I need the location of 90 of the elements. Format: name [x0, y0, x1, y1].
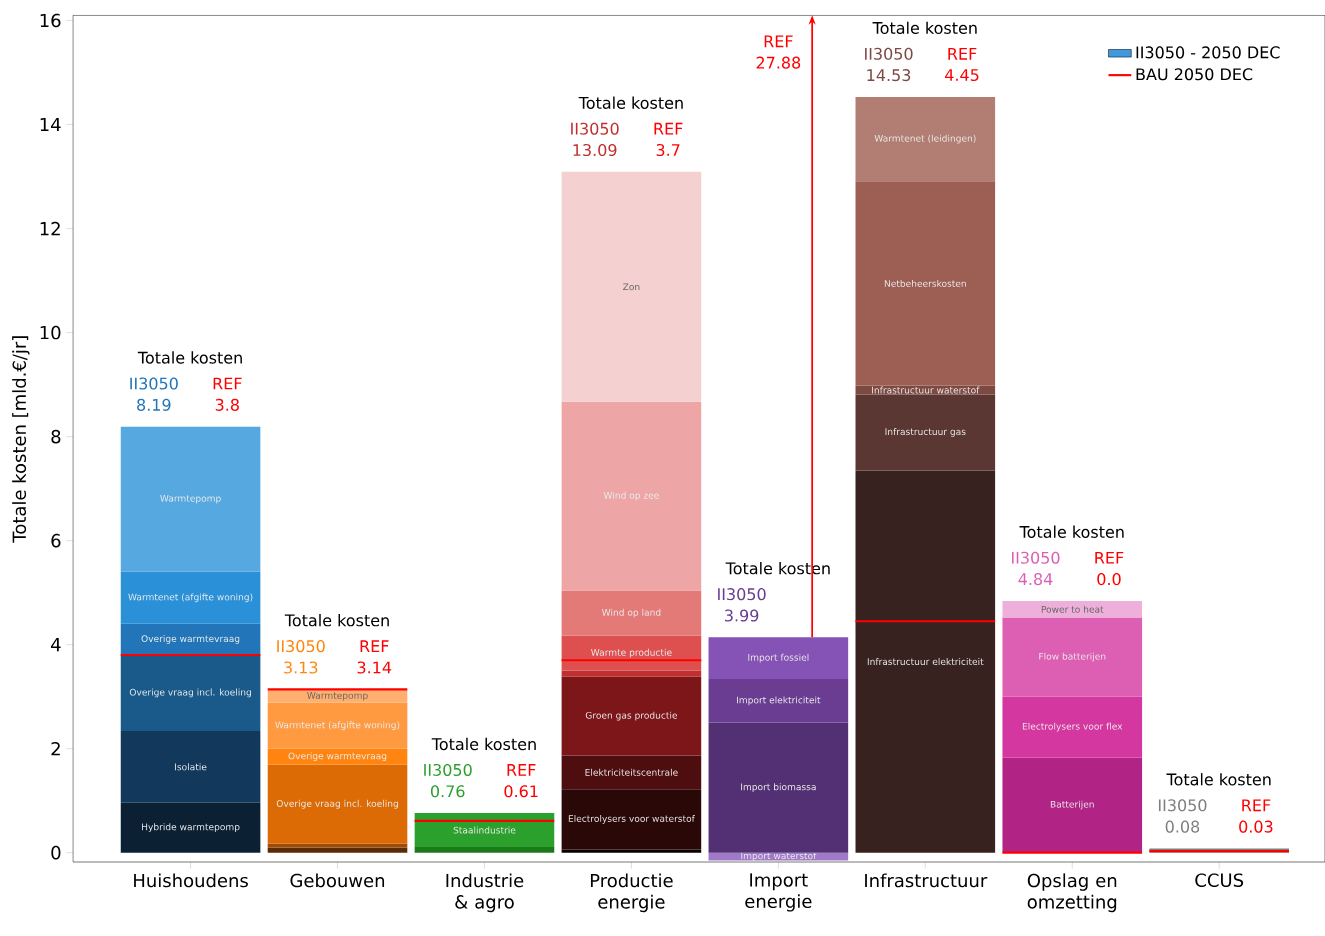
series-label: Warmtepomp — [307, 692, 368, 701]
annotation: Totale kosten — [872, 21, 977, 35]
annotation: 3.8 — [215, 398, 239, 411]
y-tick-label: 14 — [40, 117, 61, 132]
total-label: 8.19 — [137, 398, 171, 411]
series-label: Overige vraag incl. koeling — [129, 688, 251, 698]
annotation: Totale kosten — [431, 737, 536, 751]
annotation: II3050 — [865, 47, 913, 60]
annotation: REF — [764, 35, 793, 48]
total-label: 13.09 — [573, 143, 617, 157]
annotation: REF — [1095, 551, 1124, 564]
series-label: Import elektriciteit — [737, 696, 821, 706]
annotation: Totale kosten — [1019, 525, 1124, 538]
series-label: Warmtenet (afgifte woning) — [275, 721, 400, 731]
series-label: Hybride warmtepomp — [142, 823, 240, 833]
y-tick-label: 10 — [40, 325, 61, 340]
series-label: Infrastructuur gas — [885, 428, 966, 437]
x-tick-label: Huishoudens — [134, 873, 248, 888]
x-tick-label: CCUS — [1195, 873, 1244, 887]
y-tick-label: 4 — [51, 638, 61, 652]
annotation: II3050 — [1158, 799, 1207, 812]
annotation: REF — [1242, 799, 1271, 812]
series-label: Infrastructuur waterstof — [872, 386, 980, 394]
series-label: Import fossiel — [748, 653, 809, 663]
series-label: Staalindustrie — [453, 826, 516, 834]
annotation: REF — [360, 640, 389, 652]
annotation: REF — [654, 122, 683, 135]
annotation: 0.0 — [1097, 573, 1121, 586]
annotation: REF — [213, 377, 242, 390]
series-label: Wind op zee — [603, 491, 659, 501]
series-label: Isolatie — [175, 763, 207, 771]
series-label: Electrolysers voor flex — [1022, 722, 1123, 732]
series-label: Groen gas productie — [585, 711, 678, 721]
annotation: 3.14 — [357, 661, 392, 674]
series-label: Elektriciteitscentrale — [585, 768, 678, 776]
y-tick-label: 2 — [51, 741, 60, 756]
y-tick-label: 0 — [51, 845, 61, 860]
annotation: 3.7 — [656, 143, 680, 157]
series-label: Warmtenet (afgifte woning) — [128, 593, 253, 603]
series-label: Overige warmtevraag — [288, 752, 387, 762]
series-label: Zon — [623, 283, 640, 291]
series-label: Overige warmtevraag — [141, 635, 240, 644]
series-label: Warmtepomp — [160, 495, 221, 504]
total-label: 3.13 — [284, 661, 318, 674]
x-tick-label: Industrie & agro — [446, 873, 524, 913]
total-label: 14.53 — [867, 69, 911, 82]
y-axis-title: Totale kosten [mld.€/jr] — [12, 336, 30, 543]
annotation: 4.45 — [945, 69, 979, 82]
total-label: 4.84 — [1018, 573, 1053, 586]
annotation: Totale kosten — [284, 613, 389, 627]
annotation: Totale kosten — [137, 351, 242, 364]
x-tick-label: Opslag en omzetting — [1027, 873, 1117, 913]
series-label: Import waterstof — [741, 852, 817, 861]
series-label: Warmtenet (leidingen) — [874, 134, 976, 144]
annotation: REF — [948, 47, 977, 60]
x-tick-label: Import energie — [745, 873, 812, 912]
annotation: II3050 — [424, 763, 472, 776]
y-tick-label: 12 — [40, 221, 60, 236]
annotation: II3050 — [277, 640, 325, 653]
series-label: Electrolysers voor waterstof — [568, 814, 696, 824]
total-label: 0.76 — [430, 785, 465, 798]
annotation: REF — [507, 764, 536, 776]
annotation: Totale kosten — [578, 96, 683, 109]
annotation: II3050 — [1012, 551, 1060, 564]
series-label: Flow batterijen — [1039, 652, 1106, 662]
series-label: Batterijen — [1050, 800, 1094, 810]
legend-label: BAU 2050 DEC — [1136, 68, 1253, 81]
series-label: Overige vraag incl. koeling — [276, 799, 398, 809]
annotation: Totale kosten — [1166, 773, 1271, 786]
series-label: Infrastructuur elektriciteit — [867, 657, 984, 666]
x-tick-label: Productie energie — [590, 873, 673, 913]
x-tick-label: Infrastructuur — [865, 873, 988, 888]
legend-label: II3050 - 2050 DEC — [1136, 46, 1280, 59]
annotation: 0.03 — [1239, 820, 1273, 833]
annotation: II3050 — [571, 122, 619, 135]
y-tick-label: 16 — [40, 13, 61, 28]
annotation: II3050 — [130, 377, 178, 390]
total-label: 0.08 — [1165, 820, 1200, 833]
series-label: Power to heat — [1041, 605, 1104, 613]
series-label: Wind op land — [601, 608, 661, 618]
total-label: 3.99 — [725, 609, 759, 622]
series-label: Netbeheerskosten — [884, 279, 966, 287]
y-tick-label: 8 — [51, 429, 61, 444]
annotation: 0.61 — [504, 785, 538, 798]
y-tick-label: 6 — [51, 533, 61, 548]
annotation: II3050 — [718, 588, 766, 601]
x-tick-label: Gebouwen — [290, 873, 385, 888]
annotation: 27.88 — [756, 56, 801, 69]
series-label: Import biomassa — [741, 783, 816, 793]
series-label: Warmte productie — [591, 648, 672, 658]
